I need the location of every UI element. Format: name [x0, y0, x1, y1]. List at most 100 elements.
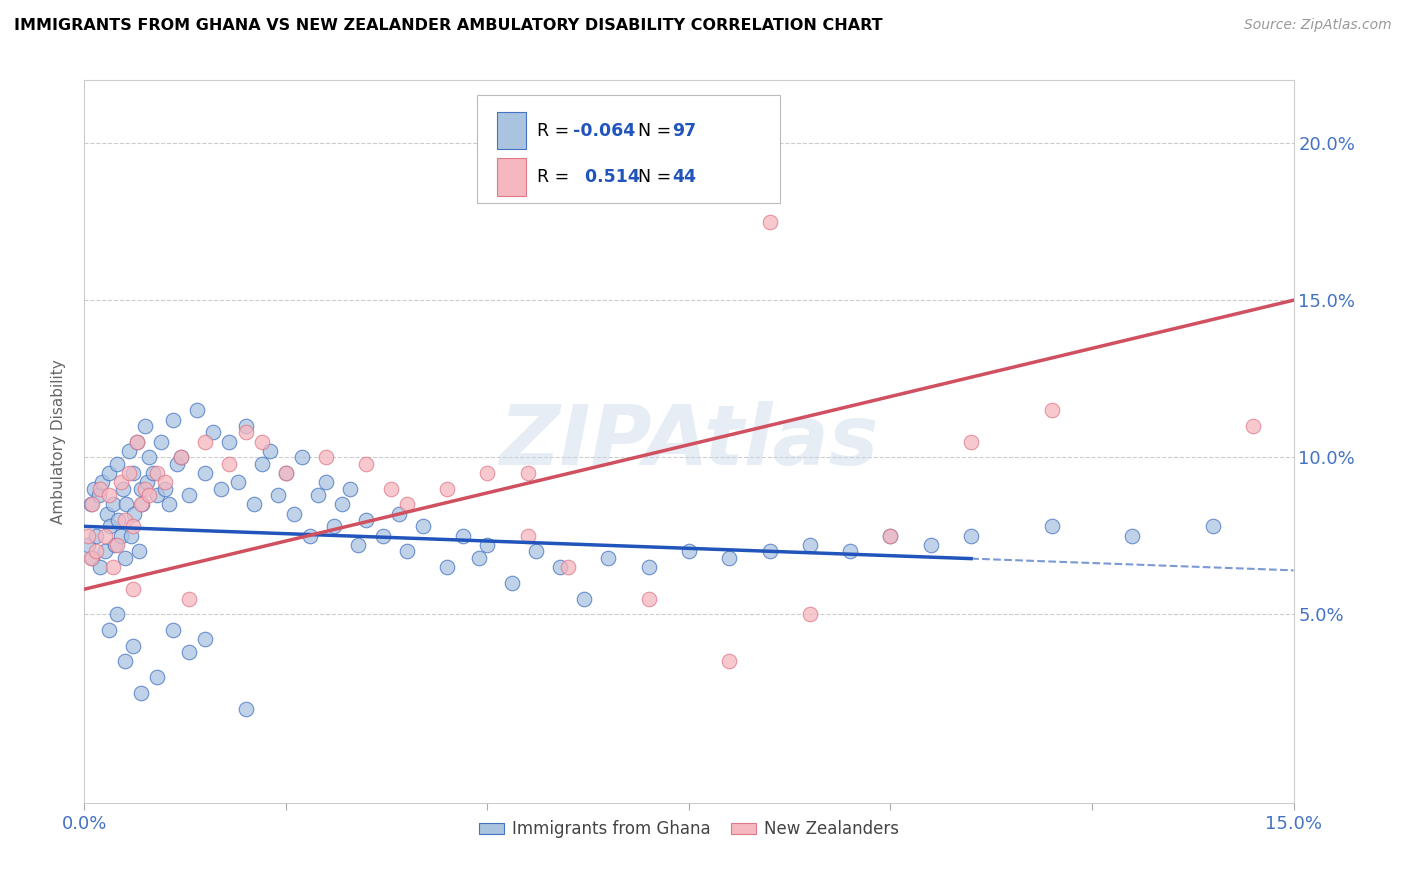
Point: [209, 482, 232, 496]
Point: [80, 497, 103, 511]
Text: N =: N =: [627, 121, 678, 140]
Point: [235, 418, 257, 433]
Point: [82, 497, 104, 511]
Point: [166, 457, 188, 471]
Point: [162, 412, 184, 426]
Point: [89, 482, 111, 496]
Point: [77, 529, 100, 543]
Point: [758, 214, 780, 228]
Point: [879, 529, 901, 543]
Point: [105, 538, 128, 552]
Point: [371, 529, 394, 543]
Point: [124, 507, 146, 521]
Point: [138, 488, 160, 502]
Point: [637, 560, 659, 574]
Legend: Immigrants from Ghana, New Zealanders: Immigrants from Ghana, New Zealanders: [472, 814, 905, 845]
Point: [125, 434, 148, 449]
Point: [134, 482, 156, 496]
Text: -0.064: -0.064: [572, 121, 636, 140]
Point: [153, 475, 176, 490]
FancyBboxPatch shape: [496, 112, 526, 150]
Point: [77, 538, 100, 552]
Point: [146, 488, 169, 502]
Point: [114, 513, 136, 527]
Point: [516, 529, 538, 543]
Text: Source: ZipAtlas.com: Source: ZipAtlas.com: [1244, 18, 1392, 32]
Point: [436, 482, 458, 496]
Point: [170, 450, 193, 465]
Point: [218, 434, 240, 449]
Point: [194, 466, 217, 480]
Point: [274, 466, 297, 480]
Point: [101, 560, 124, 574]
Point: [557, 560, 579, 574]
FancyBboxPatch shape: [496, 159, 526, 196]
Point: [1121, 529, 1143, 543]
Point: [83, 482, 105, 496]
Point: [259, 444, 281, 458]
Text: 97: 97: [672, 121, 696, 140]
Point: [380, 482, 402, 496]
Point: [960, 434, 983, 449]
Point: [339, 482, 361, 496]
Point: [451, 529, 474, 543]
Point: [524, 544, 547, 558]
Point: [129, 497, 152, 511]
Point: [110, 529, 132, 543]
Text: R =: R =: [537, 121, 574, 140]
Point: [1040, 403, 1063, 417]
Point: [799, 607, 821, 622]
Point: [105, 457, 128, 471]
Point: [250, 457, 273, 471]
Text: R =: R =: [537, 169, 574, 186]
Point: [1202, 519, 1225, 533]
Point: [1241, 418, 1264, 433]
Point: [186, 403, 208, 417]
Point: [121, 582, 143, 597]
Text: 0.514: 0.514: [572, 169, 640, 186]
Point: [121, 519, 143, 533]
Point: [477, 466, 499, 480]
Point: [718, 550, 741, 565]
Point: [112, 482, 135, 496]
Point: [118, 466, 141, 480]
Point: [80, 550, 103, 565]
Point: [107, 513, 129, 527]
Point: [96, 507, 118, 521]
Point: [170, 450, 193, 465]
Point: [179, 591, 201, 606]
Text: IMMIGRANTS FROM GHANA VS NEW ZEALANDER AMBULATORY DISABILITY CORRELATION CHART: IMMIGRANTS FROM GHANA VS NEW ZEALANDER A…: [14, 18, 883, 33]
FancyBboxPatch shape: [478, 95, 780, 203]
Point: [82, 550, 104, 565]
Point: [121, 639, 143, 653]
Point: [637, 591, 659, 606]
Point: [436, 560, 458, 574]
Point: [323, 519, 346, 533]
Point: [179, 488, 201, 502]
Point: [125, 434, 148, 449]
Point: [920, 538, 942, 552]
Point: [572, 591, 595, 606]
Point: [250, 434, 273, 449]
Point: [149, 434, 172, 449]
Point: [97, 623, 120, 637]
Point: [395, 544, 418, 558]
Point: [120, 529, 142, 543]
Point: [274, 466, 297, 480]
Point: [86, 529, 108, 543]
Point: [235, 701, 257, 715]
Point: [101, 497, 124, 511]
Point: [136, 475, 159, 490]
Point: [142, 466, 165, 480]
Point: [128, 544, 150, 558]
Point: [129, 482, 152, 496]
Point: [146, 670, 169, 684]
Point: [157, 497, 180, 511]
Point: [598, 550, 620, 565]
Point: [226, 475, 249, 490]
Point: [477, 538, 499, 552]
Point: [114, 550, 136, 565]
Point: [960, 529, 983, 543]
Point: [501, 575, 523, 590]
Point: [839, 544, 862, 558]
